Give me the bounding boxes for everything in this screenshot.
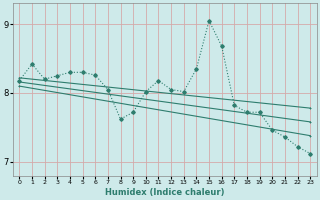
X-axis label: Humidex (Indice chaleur): Humidex (Indice chaleur) [105,188,225,197]
